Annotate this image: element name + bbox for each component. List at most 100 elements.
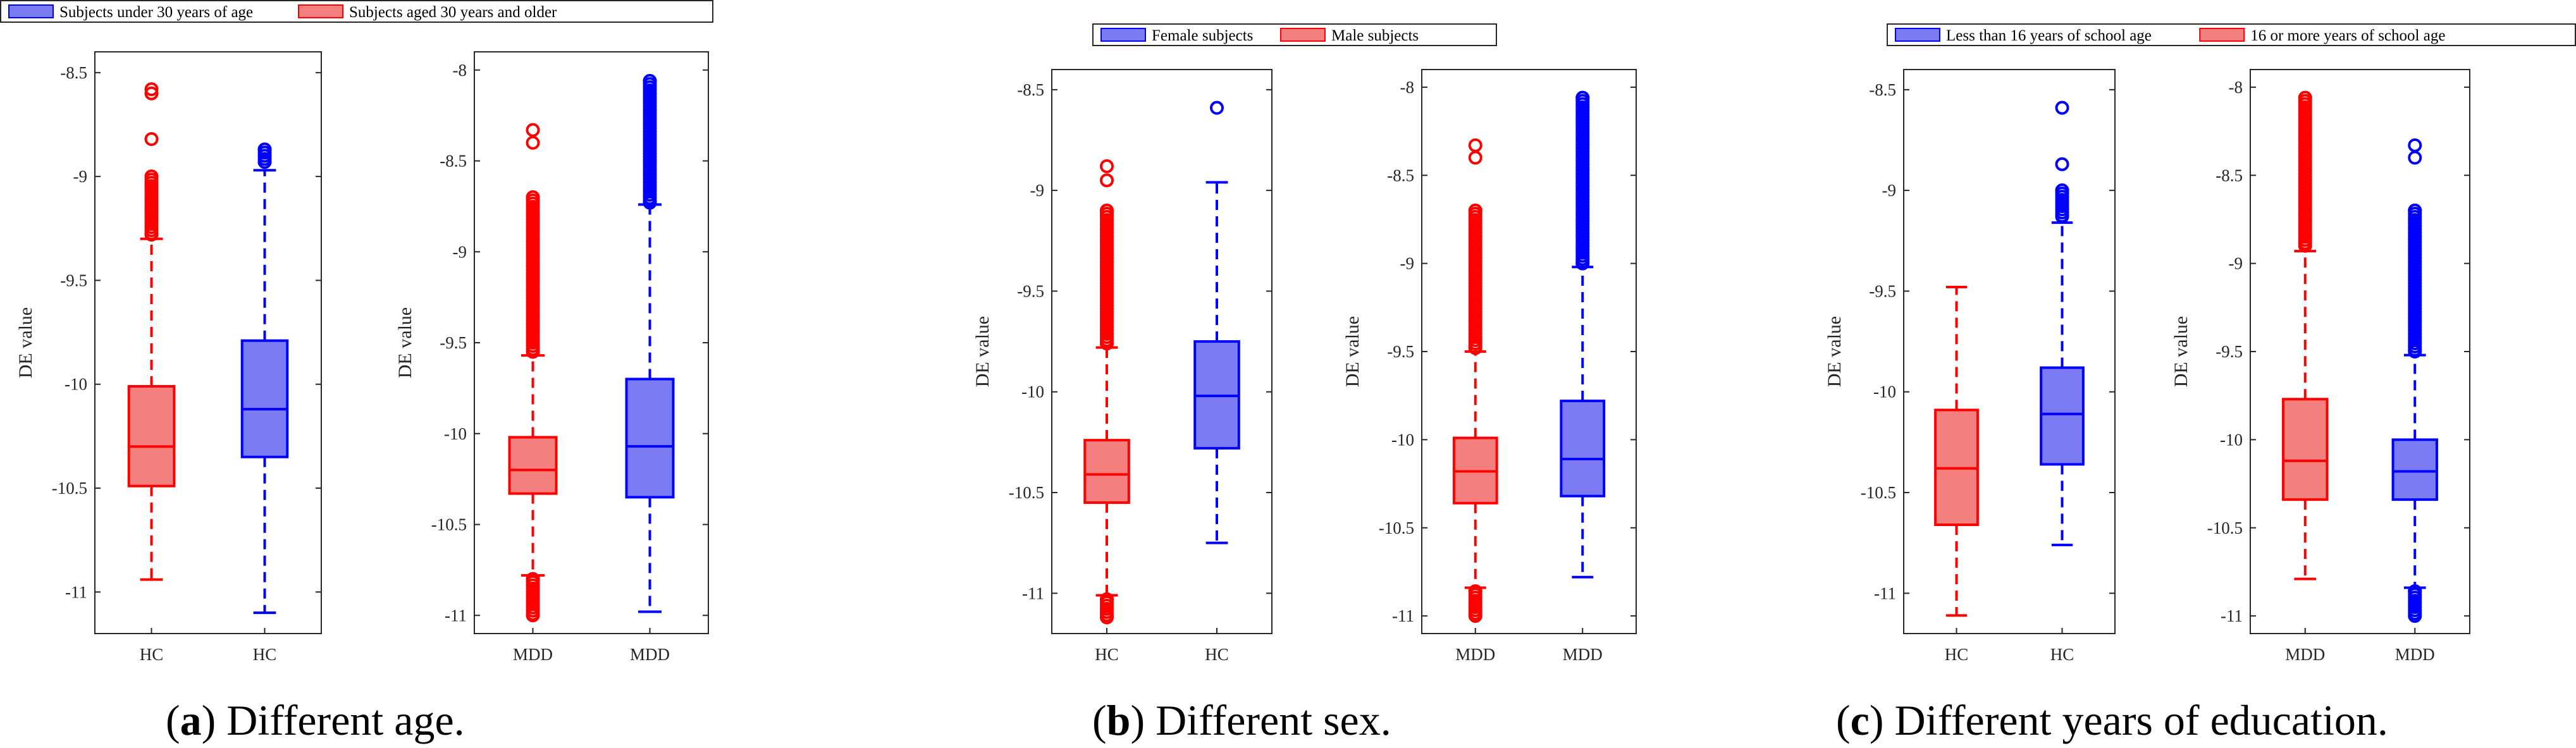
axes-b-1: -11 -10.5 -10 -9.5 -9 -8.5 DE value HC HC: [972, 69, 1273, 664]
outlier-point: [526, 606, 540, 621]
y-tick-label: -10.5: [431, 515, 467, 534]
y-tick-label: -8.5: [2215, 166, 2243, 185]
box-red: [508, 123, 558, 623]
y-tick-label: -8.5: [1017, 80, 1044, 99]
outlier-point: [1210, 101, 1224, 115]
y-tick-label: -8: [1400, 78, 1415, 97]
y-tick-label: -8.5: [1869, 80, 1896, 99]
y-tick-label: -10: [65, 375, 87, 394]
legend-label: Less than 16 years of school age: [1946, 27, 2152, 44]
outlier-point: [1468, 606, 1482, 621]
outlier-point: [144, 86, 159, 101]
caption-text: ) Different sex.: [1130, 696, 1391, 744]
outlier-point: [1575, 255, 1590, 269]
y-axis-label: DE value: [15, 307, 36, 378]
caption-letter: a: [180, 696, 202, 744]
outlier-point: [2408, 138, 2422, 152]
outlier-point: [2055, 101, 2069, 115]
y-tick-label: -8: [2229, 78, 2243, 97]
x-tick-label: MDD: [2285, 645, 2325, 664]
y-tick-label: -11: [1392, 606, 1414, 625]
box-red: [1934, 286, 1979, 617]
box-iqr: [2391, 438, 2438, 501]
outlier-point: [526, 123, 540, 137]
box-iqr: [127, 385, 176, 487]
y-tick-label: -11: [1874, 584, 1896, 603]
outlier-point: [526, 135, 540, 150]
y-tick-label: -10: [2220, 430, 2243, 449]
legend-label: 16 or more years of school age: [2250, 27, 2445, 44]
outlier-point: [2408, 150, 2422, 165]
legend-label: Female subjects: [1152, 27, 1253, 44]
outlier-point: [1468, 138, 1482, 152]
y-tick-label: -9.5: [440, 333, 467, 352]
axes-frame: [474, 51, 709, 634]
axes-frame: [2250, 69, 2470, 634]
caption-letter: b: [1107, 696, 1131, 744]
box-blue: [1193, 101, 1240, 544]
box-iqr: [1560, 400, 1606, 498]
y-tick-label: -9: [1030, 181, 1045, 200]
outlier-point: [257, 152, 272, 166]
y-axis-label: DE value: [1824, 316, 1845, 387]
legend: Subjects under 30 years of age Subjects a…: [0, 0, 713, 23]
y-tick-label: -10: [1391, 430, 1414, 449]
box-iqr: [1083, 439, 1130, 504]
y-tick-label: -10.5: [2207, 518, 2243, 537]
y-tick-label: -11: [65, 582, 87, 601]
y-tick-label: -9: [453, 242, 467, 261]
y-tick-label: -9.5: [60, 271, 87, 290]
axes-b-2: -11 -10.5 -10 -9.5 -9 -8.5 -8 DE value MDD MDD: [1342, 69, 1637, 664]
legend-label: Subjects under 30 years of age: [59, 4, 253, 21]
outlier-point: [1100, 608, 1114, 622]
y-axis-label: DE value: [1342, 316, 1363, 387]
outlier-point: [2055, 209, 2069, 223]
y-tick-label: -10: [1021, 383, 1044, 402]
x-tick-label: HC: [1095, 645, 1119, 664]
caption-text: ) Different age.: [202, 696, 465, 744]
y-tick-label: -8: [453, 61, 467, 80]
y-tick-label: -11: [445, 606, 467, 625]
outlier-point: [2408, 343, 2422, 357]
axes-frame: [1051, 69, 1273, 634]
y-tick-label: -9: [73, 167, 88, 186]
x-tick-label: HC: [253, 645, 277, 664]
axes-a-2: -11 -10.5 -10 -9.5 -9 -8.5 -8 DE value MDD MDD: [395, 51, 709, 664]
outlier-point: [144, 82, 159, 97]
x-tick-label: HC: [1945, 645, 1969, 664]
box-iqr: [625, 377, 675, 499]
axes-frame: [94, 51, 322, 634]
caption-b: (b) Different sex.: [1092, 696, 1391, 744]
x-tick-label: MDD: [513, 645, 553, 664]
box-blue: [2391, 138, 2438, 623]
legend-swatch: [8, 4, 54, 18]
x-tick-label: MDD: [2395, 645, 2435, 664]
axes-frame: [1421, 69, 1637, 634]
y-tick-label: -11: [2221, 606, 2243, 625]
outlier-point: [643, 194, 657, 208]
axes-a-1: -11 -10.5 -10 -9.5 -9 -8.5 DE value HC HC: [15, 51, 322, 664]
outlier-point: [1100, 336, 1114, 350]
y-tick-label: -8.5: [440, 152, 467, 171]
y-tick-label: -9: [1400, 254, 1415, 273]
outlier-point: [144, 226, 159, 241]
legend-label: Male subjects: [1331, 27, 1419, 44]
legend-swatch: [1895, 28, 1940, 42]
legend-frame: [0, 0, 713, 23]
y-tick-label: -10.5: [1009, 483, 1044, 502]
y-axis-label: DE value: [2171, 316, 2191, 387]
y-tick-label: -8.5: [60, 63, 87, 82]
legend-swatch: [1280, 28, 1326, 42]
y-tick-label: -10.5: [1379, 518, 1414, 537]
box-iqr: [2040, 366, 2085, 466]
y-axis-label: DE value: [972, 316, 993, 387]
y-tick-label: -10: [1873, 383, 1896, 402]
axes-c-1: -11 -10.5 -10 -9.5 -9 -8.5 DE value HC HC: [1824, 69, 2116, 664]
outlier-point: [2055, 157, 2069, 171]
y-tick-label: -9: [2229, 254, 2243, 273]
legend: Female subjects Male subjects: [1092, 23, 1497, 46]
legend-swatch: [298, 4, 343, 18]
outlier-point: [2408, 606, 2422, 621]
x-tick-label: MDD: [630, 645, 670, 664]
outlier-point: [2298, 236, 2312, 250]
